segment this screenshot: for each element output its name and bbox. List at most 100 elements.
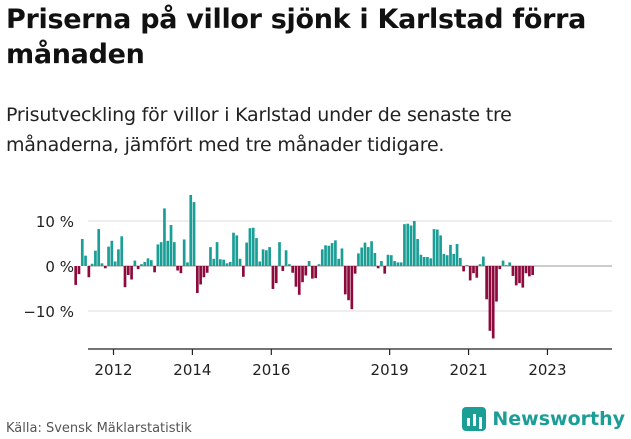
y-tick-label: 0 % [45, 258, 74, 276]
bar [120, 236, 124, 266]
bar [449, 244, 452, 266]
bar [403, 224, 406, 266]
bar [482, 256, 485, 266]
bar [458, 257, 462, 266]
bar [77, 266, 81, 275]
bar [465, 265, 469, 266]
chart-title: Priserna på villor sjönk i Karlstad förr… [6, 4, 587, 70]
bar [251, 227, 255, 266]
bar [317, 264, 321, 266]
chart-subtitle: Prisutveckling för villor i Karlstad und… [6, 104, 512, 156]
bar [235, 235, 239, 266]
bar [435, 229, 439, 266]
bar [406, 223, 410, 266]
bar [123, 266, 127, 288]
bar [304, 266, 308, 276]
bar [159, 242, 163, 266]
bar [297, 266, 301, 295]
bar [320, 249, 324, 266]
bar [518, 266, 521, 284]
bar [439, 235, 442, 266]
bar [514, 266, 518, 286]
bar [242, 266, 245, 277]
x-tick-label: 2019 [371, 361, 409, 379]
bar [153, 266, 156, 273]
bar [478, 264, 482, 266]
bar [347, 266, 350, 301]
bar [278, 242, 281, 266]
bar [524, 266, 528, 274]
bar [74, 266, 78, 285]
bar [452, 253, 456, 266]
bar [271, 266, 275, 289]
newsworthy-logo: Newsworthy [462, 407, 625, 431]
bar [327, 245, 331, 266]
bar [353, 266, 357, 274]
bar [219, 259, 222, 266]
bar [521, 266, 525, 288]
bar [212, 258, 216, 266]
bar [143, 261, 147, 266]
bar [511, 266, 515, 276]
bar [432, 229, 436, 266]
bar [357, 253, 360, 266]
bar [472, 266, 475, 274]
bar [238, 258, 242, 266]
bar [508, 262, 511, 266]
bar [426, 257, 429, 266]
bar [324, 245, 327, 266]
bar [419, 254, 423, 266]
brand-name: Newsworthy [492, 408, 625, 430]
y-tick-label: −10 % [23, 303, 74, 321]
bar [110, 240, 114, 266]
bar [172, 242, 176, 266]
bar [409, 225, 413, 266]
bar [258, 261, 262, 266]
bar [126, 266, 130, 275]
bar [288, 264, 291, 266]
bar [117, 249, 120, 266]
bar [422, 257, 426, 266]
bar [166, 240, 170, 266]
bar [130, 266, 133, 280]
bar [462, 266, 465, 272]
bar [380, 261, 383, 266]
x-tick-label: 2014 [173, 361, 211, 379]
bar [498, 266, 502, 270]
bar [156, 244, 160, 266]
bar [291, 266, 295, 273]
bar [314, 266, 318, 279]
bar [281, 266, 285, 271]
bar [528, 266, 531, 277]
bar [340, 248, 344, 266]
source-credit: Källa: Svensk Mäklarstatistik [6, 421, 192, 436]
bar [412, 221, 416, 266]
bar [455, 243, 459, 266]
bar [330, 243, 334, 266]
bar [501, 260, 505, 266]
bar [376, 266, 380, 269]
bar [334, 240, 337, 266]
bar [445, 255, 449, 266]
bar [495, 266, 498, 302]
bar [163, 208, 166, 266]
bar-chart-icon [462, 407, 487, 431]
bar [370, 241, 373, 266]
bar [468, 266, 472, 281]
bar [485, 266, 488, 300]
bar [176, 266, 179, 271]
bar [245, 242, 248, 266]
bar [140, 264, 143, 266]
bar [531, 266, 534, 275]
bar [136, 266, 140, 270]
bar [107, 246, 110, 266]
bar [209, 247, 212, 266]
bar [205, 266, 209, 273]
bar [215, 242, 219, 266]
bar [307, 261, 311, 266]
bar [373, 252, 377, 266]
bar [90, 263, 94, 266]
bar [199, 266, 202, 285]
bar [149, 260, 153, 266]
bar [189, 195, 193, 266]
